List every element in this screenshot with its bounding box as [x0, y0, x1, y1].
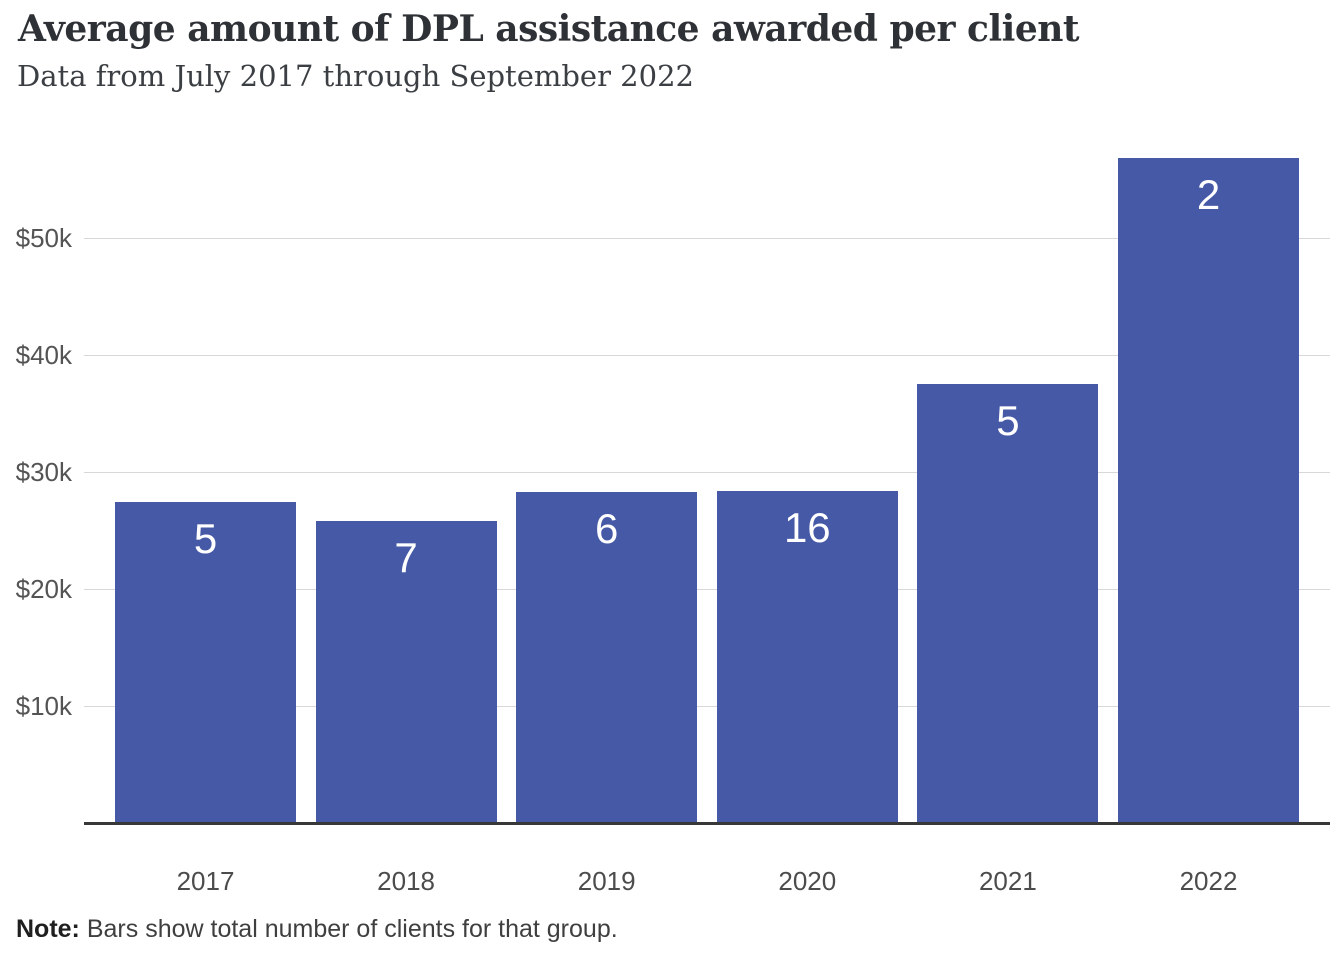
y-tick-label: $30k — [15, 457, 72, 487]
gridline-30k — [84, 472, 1330, 473]
footnote: Note: Bars show total number of clients … — [16, 913, 1316, 946]
bar-2018: 7 — [315, 520, 497, 823]
bar-2019: 6 — [516, 491, 698, 823]
bar-count-label-2022: 2 — [1196, 171, 1221, 219]
y-tick-label: $20k — [15, 574, 72, 604]
y-tick-label: $40k — [15, 340, 72, 370]
footnote-label: Note: — [16, 915, 80, 943]
bar-2021: 5 — [917, 384, 1099, 823]
bar-count-label-2020: 16 — [783, 503, 831, 551]
x-tick-label-2022: 2022 — [1179, 866, 1238, 896]
footnote-text: Bars show total number of clients for th… — [86, 915, 618, 943]
bar-count-label-2019: 6 — [595, 504, 619, 552]
bar-2022: 2 — [1118, 158, 1299, 823]
chart-title: Average amount of DPL assistance awarded… — [18, 8, 1080, 50]
bar-2020: 16 — [716, 490, 898, 823]
x-tick-label-2017: 2017 — [176, 866, 235, 896]
gridline-40k — [84, 355, 1330, 356]
x-tick-label-2018: 2018 — [377, 866, 436, 896]
gridline-50k — [84, 238, 1330, 239]
bar-count-label-2018: 7 — [394, 533, 418, 581]
bar-count-label-2021: 5 — [996, 397, 1020, 445]
y-tick-label: $50k — [15, 223, 72, 253]
chart-subtitle: Data from July 2017 through September 20… — [17, 59, 694, 93]
x-tick-label-2019: 2019 — [577, 866, 636, 896]
gridline-20k — [84, 589, 1330, 590]
bar-count-label-2017: 5 — [193, 514, 218, 562]
x-tick-label-2021: 2021 — [978, 866, 1037, 896]
x-tick-label-2020: 2020 — [778, 866, 837, 896]
y-tick-label: $10k — [15, 691, 72, 721]
gridline-10k — [84, 706, 1330, 707]
x-axis-line — [84, 822, 1330, 825]
bar-2017: 5 — [115, 501, 296, 823]
